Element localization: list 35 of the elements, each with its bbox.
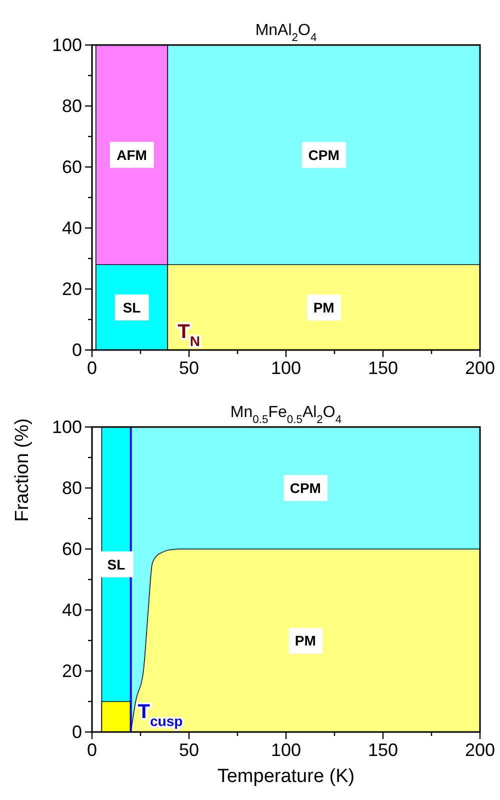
series-label: AFM	[116, 146, 147, 163]
y-tick-label: 0	[72, 340, 82, 360]
series-label: PM	[294, 632, 316, 648]
y-tick-label: 40	[62, 600, 82, 620]
y-tick-label: 100	[52, 35, 82, 55]
annotation: T$_{N}$	[178, 321, 200, 349]
y-tick-label: 20	[62, 661, 82, 681]
x-tick-label: 0	[86, 740, 98, 760]
chart-title: Mn$_{0.5}$Fe$_{0.5}$Al$_{2}$O$_{4}$	[230, 404, 342, 426]
y-tick-label: 20	[62, 279, 82, 299]
y-tick-label: 80	[62, 96, 82, 116]
series-label: SL	[122, 299, 142, 316]
y-tick-label: 80	[62, 478, 82, 498]
x-tick-label: 200	[464, 740, 496, 760]
x-tick-label: 150	[368, 358, 398, 378]
chart-title: MnAl$_{2}$O$_{4}$	[255, 22, 317, 44]
series-label: CPM	[290, 480, 321, 496]
x-tick-label: 0	[86, 358, 98, 378]
x-tick-label: 100	[270, 740, 302, 760]
y-axis-title: Fraction (%)	[12, 418, 33, 522]
x-tick-label: 50	[178, 358, 200, 378]
x-tick-label: 200	[464, 358, 496, 378]
y-tick-label: 60	[62, 539, 82, 559]
x-tick-label: 50	[178, 740, 200, 760]
y-tick-label: 40	[62, 218, 82, 238]
y-tick-label: 60	[62, 157, 82, 177]
y-tick-label: 0	[72, 722, 82, 742]
ref-line-label: T$_{cusp}$	[138, 701, 183, 729]
series-label: PM	[313, 299, 334, 316]
x-tick-label: 100	[270, 358, 302, 378]
y-tick-label: 100	[52, 417, 82, 437]
x-axis-title: Temperature (K)	[217, 766, 355, 787]
series-label: SL	[107, 556, 126, 572]
series-label: CPM	[308, 146, 340, 163]
x-tick-label: 150	[368, 740, 398, 760]
